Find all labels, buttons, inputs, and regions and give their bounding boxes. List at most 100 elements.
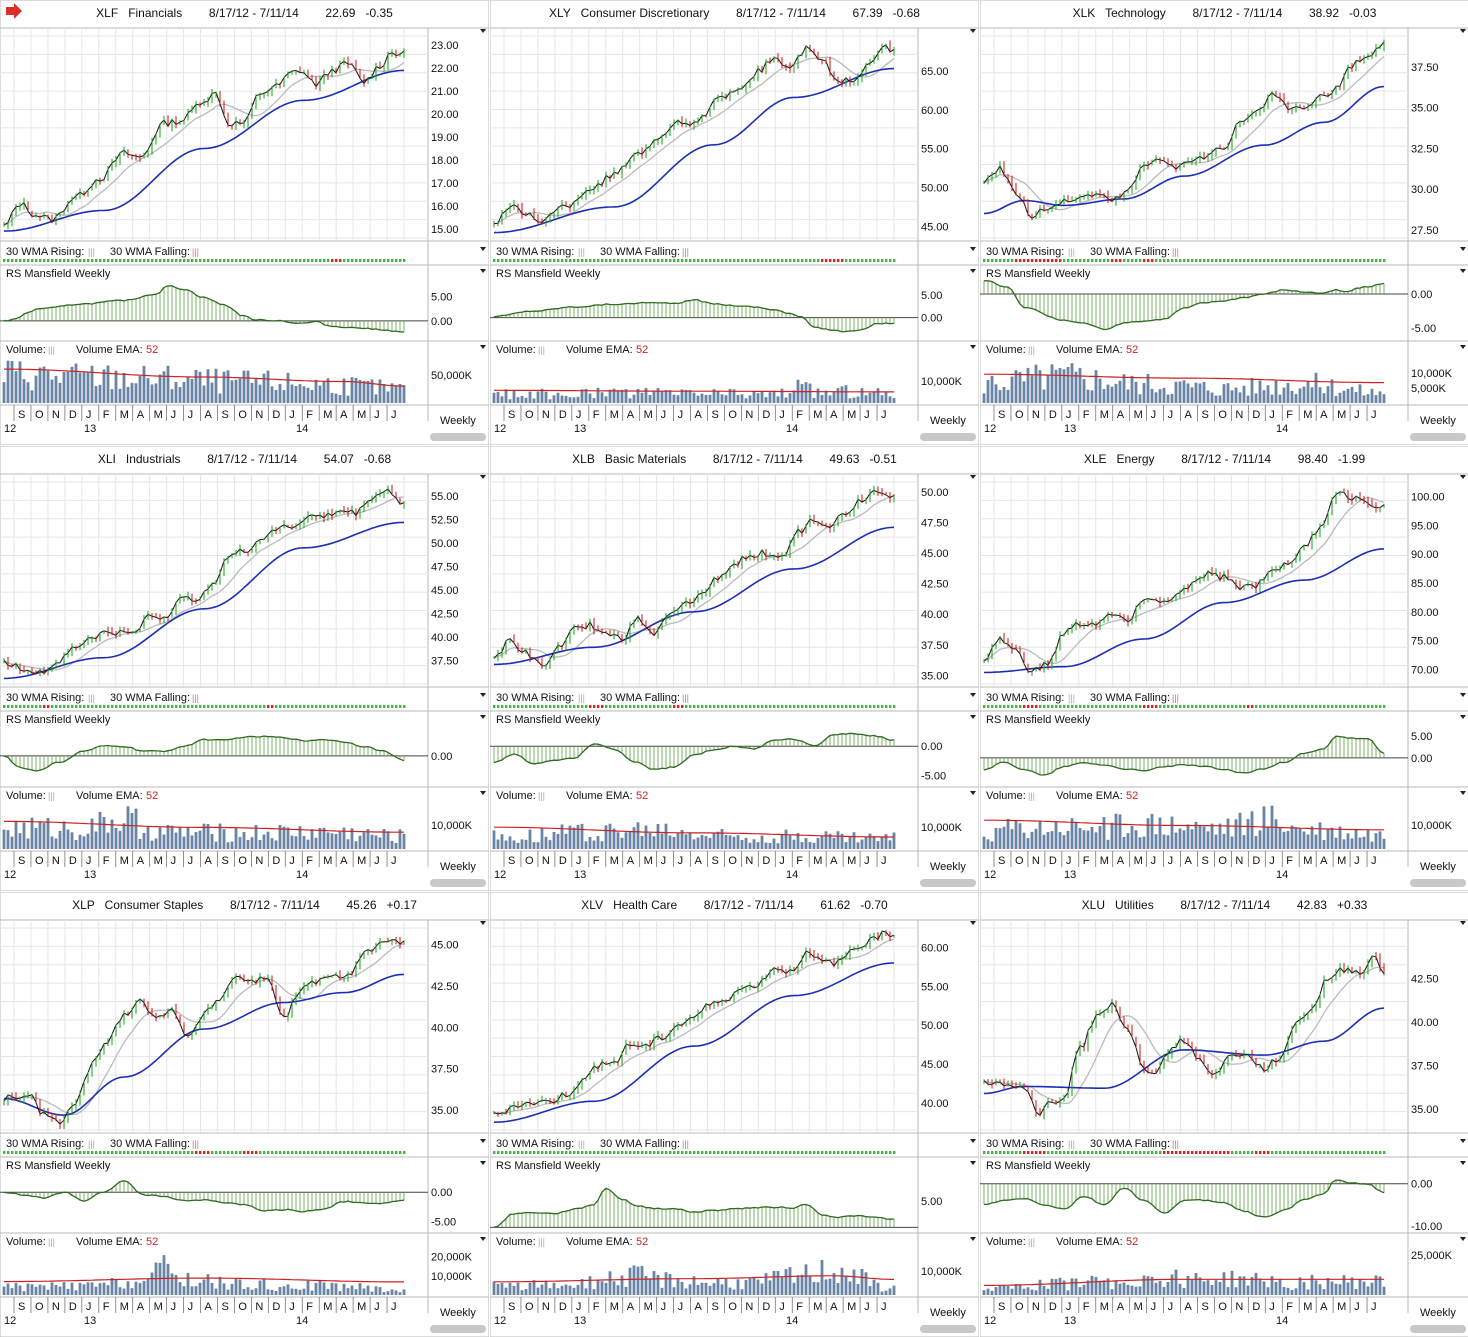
menu-caret-icon[interactable] bbox=[1460, 1139, 1466, 1143]
scrollbar-thumb[interactable] bbox=[920, 433, 976, 441]
chart-panel-xlv[interactable]: XLV Health Care 8/17/12 - 7/11/14 61.62 … bbox=[490, 892, 979, 1337]
period-label[interactable]: Weekly bbox=[930, 861, 966, 873]
wma-status-dot bbox=[119, 705, 122, 708]
wma-status-dot bbox=[123, 1151, 126, 1154]
chart-panel-xlb[interactable]: XLB Basic Materials 8/17/12 - 7/11/14 49… bbox=[490, 446, 979, 891]
wma-status-dot bbox=[239, 259, 242, 262]
scrollbar-thumb[interactable] bbox=[1410, 879, 1466, 887]
wma-status-dot bbox=[195, 705, 198, 708]
chart-panel-xlp[interactable]: XLP Consumer Staples 8/17/12 - 7/11/14 4… bbox=[0, 892, 489, 1337]
menu-caret-icon[interactable] bbox=[970, 1161, 976, 1165]
volume-bar bbox=[1130, 825, 1134, 849]
wma-status-dot bbox=[1119, 1151, 1122, 1154]
volume-bar bbox=[994, 384, 998, 403]
wma-status-dot bbox=[1339, 259, 1342, 262]
scrollbar-thumb[interactable] bbox=[430, 879, 486, 887]
period-label[interactable]: Weekly bbox=[930, 1307, 966, 1319]
month-label: N bbox=[1032, 1301, 1040, 1313]
volume-bar bbox=[1018, 1284, 1022, 1295]
menu-caret-icon[interactable] bbox=[1460, 247, 1466, 251]
wma-status-dot bbox=[51, 1151, 54, 1154]
menu-caret-icon[interactable] bbox=[480, 345, 486, 349]
menu-caret-icon[interactable] bbox=[480, 791, 486, 795]
chart-panel-xle[interactable]: XLE Energy 8/17/12 - 7/11/14 98.40 -1.99… bbox=[980, 446, 1468, 891]
volume-bar bbox=[584, 388, 588, 403]
menu-caret-icon[interactable] bbox=[970, 693, 976, 697]
volume-bar bbox=[34, 375, 38, 403]
chart-panel-xlu[interactable]: XLU Utilities 8/17/12 - 7/11/14 42.83 +0… bbox=[980, 892, 1468, 1337]
menu-caret-icon[interactable] bbox=[1460, 693, 1466, 697]
period-label[interactable]: Weekly bbox=[440, 861, 476, 873]
scrollbar-thumb[interactable] bbox=[1410, 433, 1466, 441]
volume-ema-line bbox=[984, 1278, 1384, 1286]
sector-name: Consumer Discretionary bbox=[571, 6, 710, 20]
menu-caret-icon[interactable] bbox=[970, 29, 976, 33]
period-label[interactable]: Weekly bbox=[1420, 1307, 1456, 1319]
menu-caret-icon[interactable] bbox=[1460, 29, 1466, 33]
menu-caret-icon[interactable] bbox=[480, 715, 486, 719]
scrollbar-thumb[interactable] bbox=[430, 1325, 486, 1333]
volume-bar bbox=[38, 1284, 42, 1295]
menu-caret-icon[interactable] bbox=[1460, 715, 1466, 719]
menu-caret-icon[interactable] bbox=[480, 29, 486, 33]
menu-caret-icon[interactable] bbox=[1460, 1161, 1466, 1165]
menu-caret-icon[interactable] bbox=[480, 1237, 486, 1241]
menu-caret-icon[interactable] bbox=[480, 1139, 486, 1143]
wma-rising-mark: ||| bbox=[578, 693, 585, 703]
menu-caret-icon[interactable] bbox=[1460, 269, 1466, 273]
period-label[interactable]: Weekly bbox=[1420, 415, 1456, 427]
wma-status-dot bbox=[223, 1151, 226, 1154]
volume-bar bbox=[298, 826, 302, 849]
menu-caret-icon[interactable] bbox=[1460, 345, 1466, 349]
chart-panel-xly[interactable]: XLY Consumer Discretionary 8/17/12 - 7/1… bbox=[490, 0, 979, 445]
menu-caret-icon[interactable] bbox=[480, 269, 486, 273]
menu-caret-icon[interactable] bbox=[1460, 921, 1466, 925]
chart-panel-xlf[interactable]: XLF Financials 8/17/12 - 7/11/14 22.69 -… bbox=[0, 0, 489, 445]
wma-status-dot bbox=[737, 1151, 740, 1154]
red-right-arrow-icon[interactable] bbox=[6, 3, 22, 19]
month-label: A bbox=[205, 1301, 213, 1313]
menu-caret-icon[interactable] bbox=[480, 921, 486, 925]
scrollbar-thumb[interactable] bbox=[1410, 1325, 1466, 1333]
period-label[interactable]: Weekly bbox=[1420, 861, 1456, 873]
menu-caret-icon[interactable] bbox=[970, 715, 976, 719]
scrollbar-thumb[interactable] bbox=[920, 879, 976, 887]
menu-caret-icon[interactable] bbox=[480, 475, 486, 479]
scrollbar-thumb[interactable] bbox=[430, 433, 486, 441]
menu-caret-icon[interactable] bbox=[970, 269, 976, 273]
menu-caret-icon[interactable] bbox=[1460, 475, 1466, 479]
volume-bar bbox=[776, 843, 780, 849]
menu-caret-icon[interactable] bbox=[970, 921, 976, 925]
scrollbar-thumb[interactable] bbox=[920, 1325, 976, 1333]
menu-caret-icon[interactable] bbox=[1460, 791, 1466, 795]
price-tick-label: 60.00 bbox=[921, 942, 949, 954]
menu-caret-icon[interactable] bbox=[970, 345, 976, 349]
menu-caret-icon[interactable] bbox=[970, 247, 976, 251]
menu-caret-icon[interactable] bbox=[1460, 1237, 1466, 1241]
wma-status-dot bbox=[987, 705, 990, 708]
menu-caret-icon[interactable] bbox=[480, 247, 486, 251]
volume-bar bbox=[696, 1284, 700, 1295]
period-label[interactable]: Weekly bbox=[440, 1307, 476, 1319]
menu-caret-icon[interactable] bbox=[480, 693, 486, 697]
month-label: S bbox=[508, 855, 515, 867]
price-tick-label: 85.00 bbox=[1411, 578, 1439, 590]
menu-caret-icon[interactable] bbox=[970, 1237, 976, 1241]
menu-caret-icon[interactable] bbox=[970, 475, 976, 479]
wma-status-dot bbox=[1371, 705, 1374, 708]
period-label[interactable]: Weekly bbox=[440, 415, 476, 427]
chart-panel-xli[interactable]: XLI Industrials 8/17/12 - 7/11/14 54.07 … bbox=[0, 446, 489, 891]
volume-bar bbox=[1270, 1276, 1274, 1295]
volume-bar bbox=[10, 1288, 14, 1295]
volume-bar bbox=[760, 1283, 764, 1295]
menu-caret-icon[interactable] bbox=[480, 1161, 486, 1165]
volume-bar bbox=[680, 829, 684, 849]
period-label[interactable]: Weekly bbox=[930, 415, 966, 427]
menu-caret-icon[interactable] bbox=[970, 1139, 976, 1143]
wma-status-dot bbox=[1135, 705, 1138, 708]
chart-panel-xlk[interactable]: XLK Technology 8/17/12 - 7/11/14 38.92 -… bbox=[980, 0, 1468, 445]
wma-status-dot bbox=[521, 705, 524, 708]
volume-bar bbox=[362, 832, 366, 849]
wma-status-dot bbox=[291, 259, 294, 262]
menu-caret-icon[interactable] bbox=[970, 791, 976, 795]
